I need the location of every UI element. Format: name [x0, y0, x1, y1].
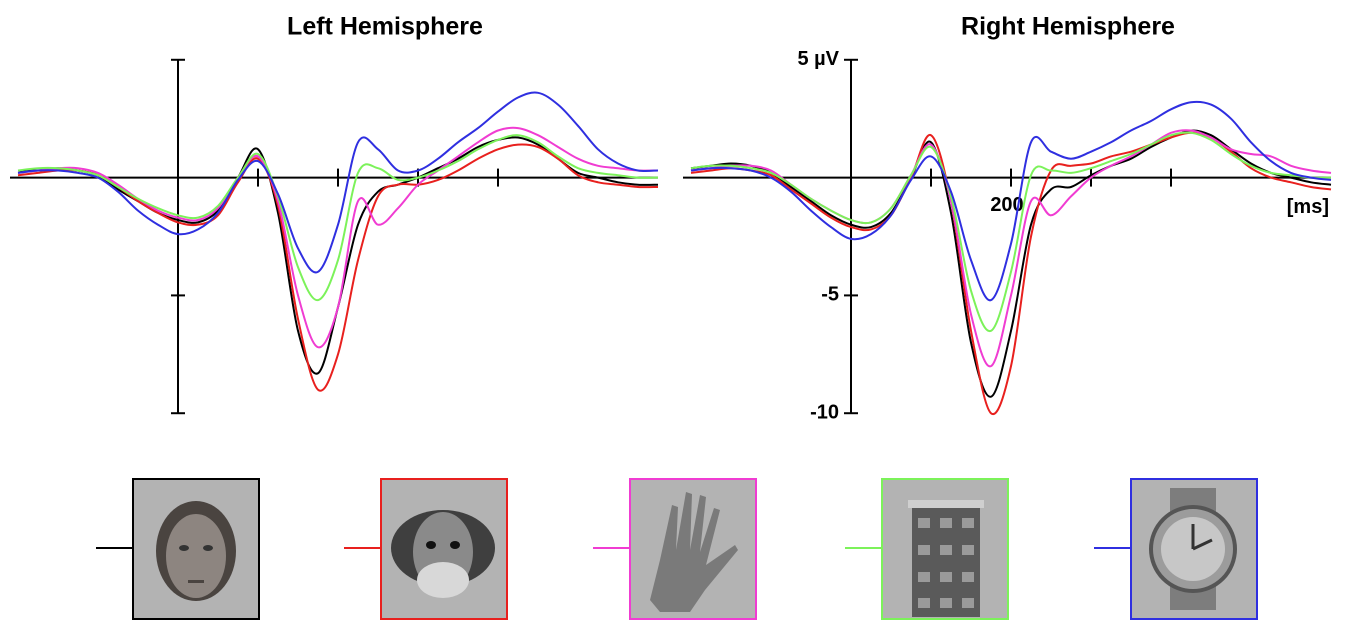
- chart-title: Right Hemisphere: [961, 13, 1175, 41]
- y-tick-label: -10: [810, 402, 839, 424]
- erp-figure: Left Hemisphere Right Hemisphere 5 µV -5 -10…: [0, 0, 1351, 621]
- erp-line: [18, 135, 658, 300]
- y-tick-label: 5 µV: [797, 48, 839, 70]
- chart-title: Left Hemisphere: [287, 13, 483, 41]
- panel: Left Hemisphere: [10, 13, 658, 414]
- x-axis-label: [ms]: [1287, 196, 1329, 218]
- y-tick-label: -5: [821, 284, 839, 306]
- erp-line: [691, 133, 1331, 332]
